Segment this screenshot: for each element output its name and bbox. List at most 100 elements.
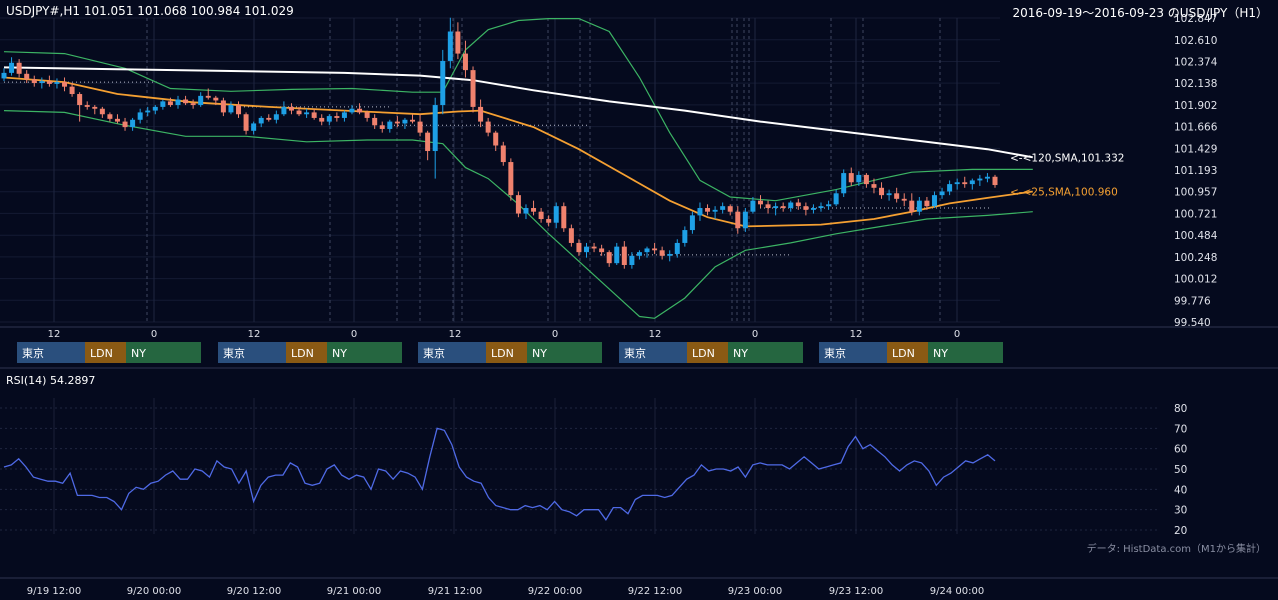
x-tick-label: 0 — [752, 329, 758, 340]
candle — [742, 211, 748, 229]
candle — [931, 195, 937, 207]
sma120-line — [3, 66, 1033, 159]
candle — [440, 60, 446, 106]
candle — [349, 108, 355, 113]
candle — [848, 173, 854, 183]
session-newyork — [527, 342, 602, 363]
candle — [341, 112, 347, 118]
candle — [417, 121, 423, 133]
candle — [788, 202, 794, 209]
rsi-y-tick-label: 40 — [1174, 484, 1187, 496]
candle — [288, 106, 294, 111]
source-note: データ: HistData.com（M1から集計） — [1086, 544, 1266, 555]
candle — [629, 255, 635, 266]
candle — [568, 228, 574, 243]
x-tick-label: 0 — [552, 329, 558, 340]
candle — [833, 193, 839, 205]
candle — [652, 248, 658, 251]
candle — [1, 72, 7, 79]
session-markers — [53, 18, 958, 534]
bollinger-lower-line — [3, 110, 1033, 319]
session-newyork-label: NY — [733, 347, 748, 360]
session-tokyo — [218, 342, 286, 363]
candle — [984, 176, 990, 179]
candle — [697, 208, 703, 216]
rsi-title: RSI(14) 54.2897 — [6, 374, 95, 387]
candle — [130, 119, 136, 128]
candle — [856, 174, 862, 183]
bollinger-upper-line — [3, 18, 1033, 202]
sma25-line — [3, 76, 1033, 228]
candle — [523, 208, 529, 214]
candle — [122, 121, 128, 128]
session-london-label: LDN — [692, 347, 715, 360]
session-tokyo — [17, 342, 85, 363]
y-tick-label: 101.193 — [1174, 165, 1217, 177]
candle — [425, 132, 431, 152]
candle — [54, 82, 60, 84]
candle — [77, 94, 83, 106]
session-london — [687, 342, 728, 363]
y-tick-label: 101.429 — [1174, 143, 1217, 155]
candle — [515, 195, 521, 214]
candle — [281, 106, 287, 115]
rsi-y-tick-label: 70 — [1174, 423, 1187, 435]
x-tick-label: 12 — [850, 329, 863, 340]
candle — [432, 105, 438, 152]
session-newyork-label: NY — [131, 347, 146, 360]
candle — [447, 31, 453, 61]
rsi-y-tick-label: 30 — [1174, 505, 1187, 517]
candle — [546, 219, 552, 223]
candle — [31, 79, 37, 83]
candle — [947, 184, 953, 192]
candle — [591, 246, 597, 249]
candle — [213, 97, 219, 101]
candle — [841, 173, 847, 194]
candle — [886, 193, 892, 196]
candle — [485, 121, 491, 133]
y-tick-label: 102.610 — [1174, 35, 1217, 47]
candle — [296, 110, 302, 115]
rsi-line — [3, 427, 996, 521]
candle — [167, 101, 173, 106]
candle — [46, 81, 52, 84]
candle — [493, 132, 499, 146]
session-newyork-label: NY — [933, 347, 948, 360]
session-tokyo-label: 東京 — [22, 346, 44, 360]
candle — [258, 117, 264, 124]
candle — [220, 100, 226, 113]
x-tick-label: 12 — [649, 329, 662, 340]
session-newyork — [126, 342, 201, 363]
candle — [319, 117, 325, 122]
session-tokyo — [619, 342, 687, 363]
candle — [69, 86, 75, 95]
candle — [674, 242, 680, 254]
session-bar-row: 東京 LDN NY 東京 LDN NY 東京 LDN NY 東京 LDN NY 東京 LDN NY — [17, 342, 1003, 363]
candle — [236, 105, 242, 115]
candle — [977, 178, 983, 181]
session-tokyo — [418, 342, 486, 363]
session-newyork — [728, 342, 803, 363]
candle — [810, 208, 816, 210]
session-newyork — [327, 342, 402, 363]
date-tick-label: 9/19 12:00 — [27, 586, 81, 597]
session-london — [286, 342, 327, 363]
candle — [969, 180, 975, 185]
session-london-label: LDN — [90, 347, 113, 360]
candle — [198, 95, 204, 106]
y-tick-label: 99.776 — [1174, 295, 1211, 307]
session-london — [486, 342, 527, 363]
candles — [1, 17, 998, 269]
candle — [576, 242, 582, 253]
candle — [364, 112, 370, 118]
candle — [16, 62, 22, 74]
candle — [916, 200, 922, 212]
candle — [682, 230, 688, 243]
candle — [712, 209, 718, 212]
candle — [273, 114, 279, 120]
y-tick-label: 102.138 — [1174, 78, 1217, 90]
candle — [152, 106, 158, 111]
candle — [871, 184, 877, 188]
candle — [62, 82, 68, 87]
